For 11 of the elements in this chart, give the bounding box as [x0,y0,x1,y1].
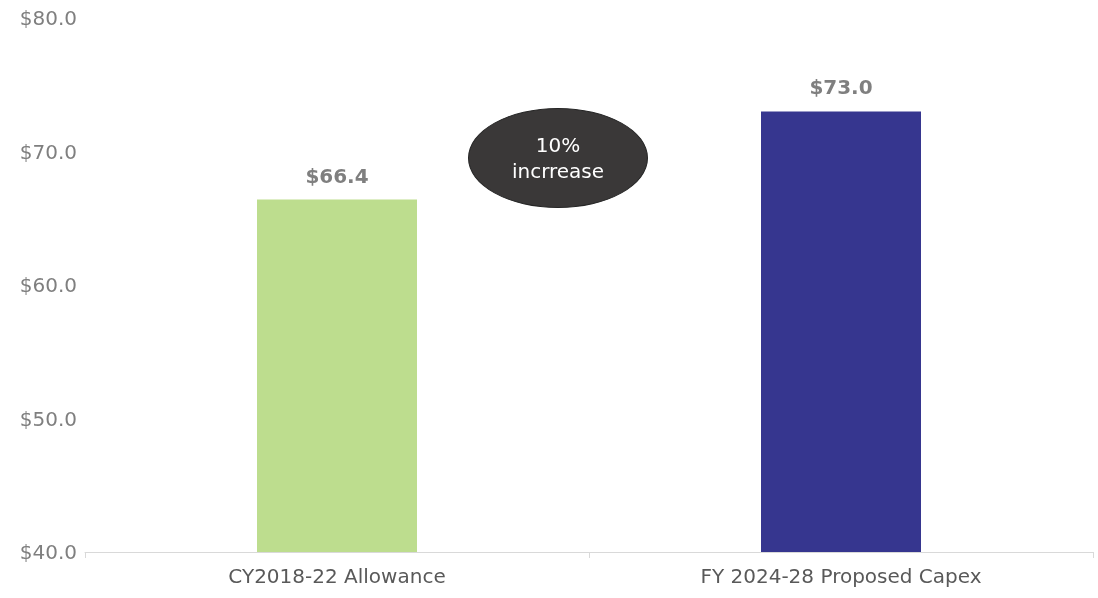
x-tick-label: FY 2024-28 Proposed Capex [700,564,982,588]
data-label: $66.4 [305,163,369,188]
y-tick-label: $60.0 [19,273,77,297]
data-label: $73.0 [809,75,873,100]
y-tick-label: $50.0 [19,406,77,431]
y-tick-label: $70.0 [19,139,77,164]
annotation: 10% incrrease [510,132,606,184]
y-tick-label: $80.0 [19,6,77,30]
x-tick-label: CY2018-22 Allowance [228,564,446,588]
oval-callout: 10% incrrease [468,108,648,208]
y-tick-label: $40.0 [19,540,77,564]
